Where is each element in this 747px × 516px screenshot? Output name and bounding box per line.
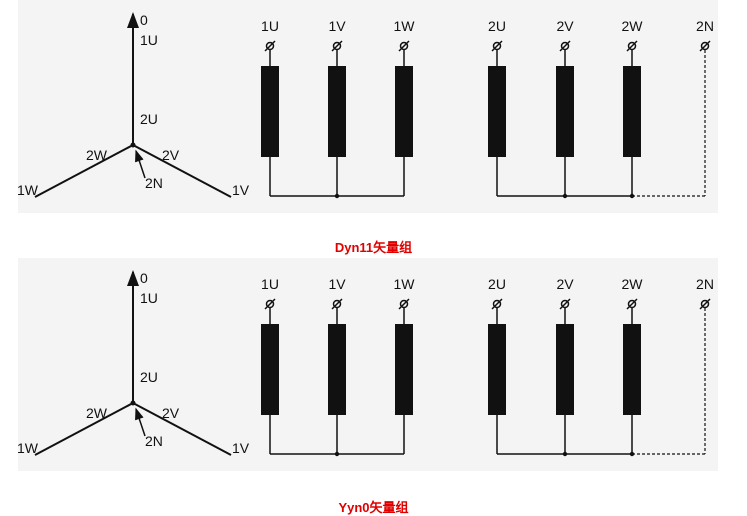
label-2u: 2U	[140, 369, 158, 385]
label-1w: 1W	[17, 440, 39, 456]
terminal-icon	[332, 299, 342, 309]
label-1u: 1U	[140, 290, 158, 306]
junction-dot	[334, 193, 340, 199]
label-2n: 2N	[145, 175, 163, 191]
junction-dot	[629, 451, 635, 457]
label-0: 0	[140, 12, 148, 28]
terminal-slash	[699, 40, 711, 52]
winding-coil-1w	[395, 66, 413, 157]
junction-dot	[562, 451, 568, 457]
terminal-slash	[559, 40, 571, 52]
vector-w-line	[34, 402, 134, 456]
terminal-slash	[699, 298, 711, 310]
winding-coil-2w	[623, 66, 641, 157]
vector-v-line	[132, 144, 232, 198]
winding-coil-1u	[261, 66, 279, 157]
terminal-label-2w: 2W	[622, 276, 644, 292]
terminal-slash	[491, 298, 503, 310]
label-2n: 2N	[145, 433, 163, 449]
winding-coil-2w	[623, 324, 641, 415]
terminal-label-2w: 2W	[622, 18, 644, 34]
label-2w: 2W	[86, 405, 108, 421]
caption-yyn0: Yyn0矢量组	[338, 500, 409, 515]
diagram-panel-0: 0 1U 2U 2W 2V 2N 1W 1V 1U 1V 1W 2U 2V 2W 2N	[17, 0, 718, 213]
terminal-icon	[399, 299, 409, 309]
label-0: 0	[140, 270, 148, 286]
terminal-icon	[265, 41, 275, 51]
terminal-label-1u: 1U	[261, 276, 279, 292]
label-2v: 2V	[162, 405, 180, 421]
label-2u: 2U	[140, 111, 158, 127]
terminal-icon	[492, 41, 502, 51]
label-1v: 1V	[232, 440, 250, 456]
terminal-slash	[264, 40, 276, 52]
terminal-slash	[491, 40, 503, 52]
winding-coil-2v	[556, 324, 574, 415]
terminal-slash	[398, 40, 410, 52]
terminal-slash	[398, 298, 410, 310]
terminal-label-2n: 2N	[696, 276, 714, 292]
neutral-arrow	[135, 149, 146, 179]
diagram-panel-1: 0 1U 2U 2W 2V 2N 1W 1V 1U 1V 1W 2U 2V 2W 2N	[17, 258, 718, 471]
terminal-icon	[492, 299, 502, 309]
label-1u: 1U	[140, 32, 158, 48]
winding-coil-1u	[261, 324, 279, 415]
terminal-icon	[700, 41, 710, 51]
terminal-icon	[265, 299, 275, 309]
terminal-slash	[331, 40, 343, 52]
terminal-slash	[264, 298, 276, 310]
terminal-slash	[559, 298, 571, 310]
terminal-slash	[626, 298, 638, 310]
label-1w: 1W	[17, 182, 39, 198]
terminal-icon	[399, 41, 409, 51]
terminal-icon	[627, 299, 637, 309]
terminal-icon	[700, 299, 710, 309]
neutral-arrow	[135, 407, 146, 437]
terminal-label-1v: 1V	[328, 276, 346, 292]
terminal-slash	[331, 298, 343, 310]
terminal-label-1u: 1U	[261, 18, 279, 34]
winding-coil-1v	[328, 66, 346, 157]
junction-dot	[562, 193, 568, 199]
terminal-label-1v: 1V	[328, 18, 346, 34]
terminal-icon	[560, 299, 570, 309]
winding-coil-2v	[556, 66, 574, 157]
terminal-icon	[627, 41, 637, 51]
terminal-label-2u: 2U	[488, 18, 506, 34]
label-2v: 2V	[162, 147, 180, 163]
label-1v: 1V	[232, 182, 250, 198]
junction-dot	[629, 193, 635, 199]
junction-dot	[334, 451, 340, 457]
panel-background	[18, 258, 718, 471]
neutral-point	[130, 400, 136, 406]
winding-coil-1w	[395, 324, 413, 415]
terminal-label-2v: 2V	[556, 18, 574, 34]
terminal-label-2u: 2U	[488, 276, 506, 292]
label-2w: 2W	[86, 147, 108, 163]
winding-coil-1v	[328, 324, 346, 415]
winding-coil-2u	[488, 324, 506, 415]
vector-v-line	[132, 402, 232, 456]
terminal-label-2n: 2N	[696, 18, 714, 34]
terminal-slash	[626, 40, 638, 52]
terminal-label-1w: 1W	[394, 276, 416, 292]
caption-dyn11: Dyn11矢量组	[334, 240, 413, 255]
terminal-icon	[560, 41, 570, 51]
terminal-label-1w: 1W	[394, 18, 416, 34]
terminal-icon	[332, 41, 342, 51]
winding-coil-2u	[488, 66, 506, 157]
terminal-label-2v: 2V	[556, 276, 574, 292]
panel-background	[18, 0, 718, 213]
vector-w-line	[34, 144, 134, 198]
neutral-point	[130, 142, 136, 148]
